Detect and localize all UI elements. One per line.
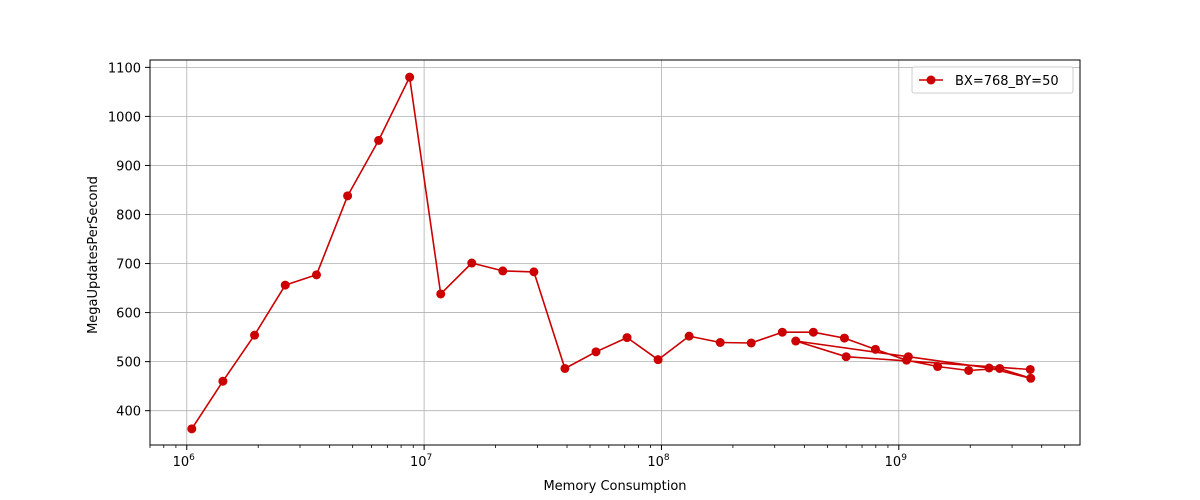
data-point <box>870 344 880 354</box>
data-point <box>498 266 508 276</box>
x-axis-label: Memory Consumption <box>543 479 686 494</box>
data-point <box>1025 364 1035 374</box>
data-point <box>405 72 415 82</box>
x-axis-ticks: 106 107 108 109 <box>149 445 1066 470</box>
y-tick-label: 1100 <box>108 61 141 76</box>
data-point <box>984 363 994 373</box>
data-point <box>715 337 725 347</box>
data-point <box>1026 373 1036 383</box>
series-line <box>191 76 1032 430</box>
legend: BX=768_BY=50 <box>911 66 1074 94</box>
data-point <box>777 327 787 337</box>
data-point <box>653 355 663 365</box>
legend-box <box>911 66 1074 94</box>
y-tick-label: 400 <box>116 405 141 420</box>
data-point <box>436 289 446 299</box>
y-tick-label: 800 <box>116 208 141 223</box>
data-point <box>622 333 632 343</box>
data-point <box>808 327 818 337</box>
y-tick-label: 600 <box>116 307 141 322</box>
x-tick-label: 107 <box>410 453 432 470</box>
y-axis-label: MegaUpdatesPerSecond <box>86 176 101 334</box>
data-point <box>839 333 849 343</box>
data-point <box>841 352 851 362</box>
data-point <box>529 267 539 277</box>
data-point <box>746 338 756 348</box>
data-point <box>250 330 260 340</box>
data-point <box>374 135 384 145</box>
x-tick-label: 109 <box>885 453 908 470</box>
x-tick-label: 106 <box>173 453 196 470</box>
legend-marker-swatch <box>926 75 936 85</box>
plot-frame <box>149 59 1081 446</box>
data-point <box>684 331 694 341</box>
data-point <box>343 191 353 201</box>
data-point <box>187 424 197 434</box>
data-point <box>218 376 228 386</box>
data-point <box>280 280 290 290</box>
legend-label: BX=768_BY=50 <box>955 74 1059 89</box>
data-point <box>311 270 321 280</box>
x-tick-label: 108 <box>647 453 670 470</box>
series-layer <box>187 72 1036 434</box>
data-point <box>964 365 974 375</box>
data-point <box>933 362 943 372</box>
y-axis-ticks: 400 500 600 700 800 900 1000 1100 <box>108 61 150 420</box>
grid-lines <box>150 60 1080 445</box>
y-tick-label: 700 <box>116 258 141 273</box>
data-point <box>791 336 801 346</box>
y-tick-label: 1000 <box>108 110 141 125</box>
data-point <box>591 347 601 357</box>
data-point <box>467 258 477 268</box>
data-point <box>995 363 1005 373</box>
data-point <box>560 363 570 373</box>
y-tick-label: 500 <box>116 356 141 371</box>
data-point <box>903 352 913 362</box>
y-tick-label: 900 <box>116 159 141 174</box>
